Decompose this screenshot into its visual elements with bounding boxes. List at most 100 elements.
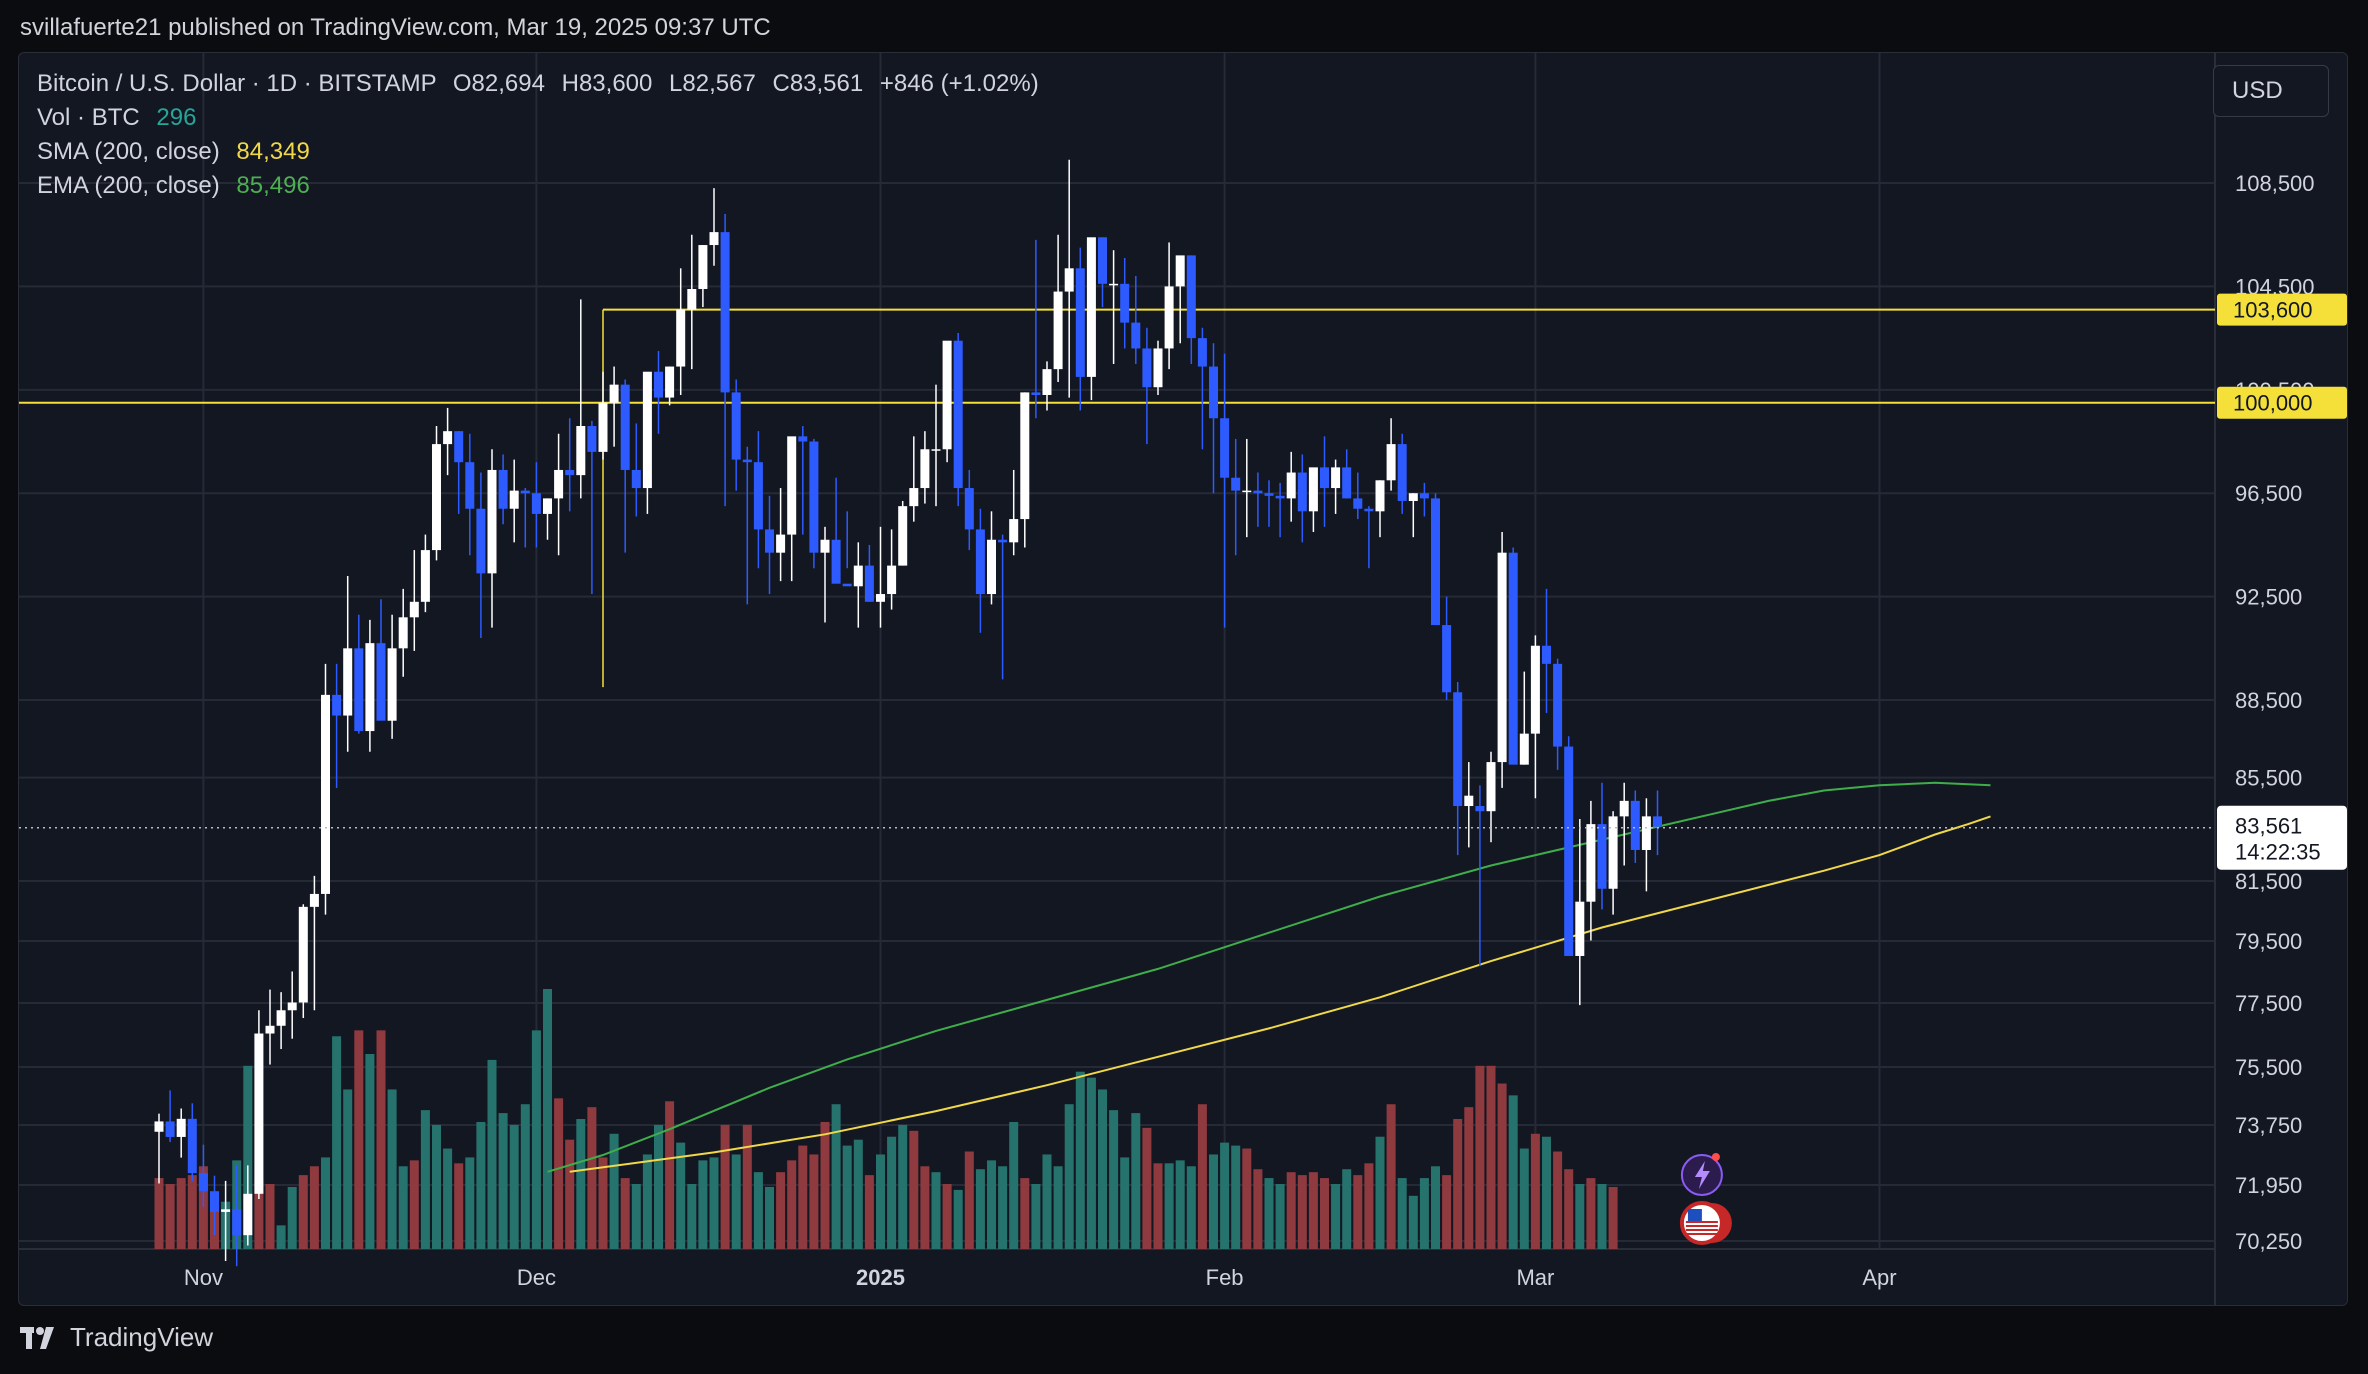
volume-bar [1231, 1145, 1241, 1249]
volume-bar [1098, 1089, 1107, 1249]
candlestick-chart[interactable]: 108,500104,500100,50096,50092,50088,5008… [19, 53, 2347, 1305]
candle-body [665, 366, 675, 398]
us-flag-stripe [1685, 1233, 1718, 1235]
volume-bar [831, 1104, 841, 1249]
candle-body [1242, 490, 1252, 493]
candle-body [587, 426, 597, 452]
volume-bar [975, 1169, 985, 1249]
volume-bar [365, 1054, 375, 1249]
volume-bar [1497, 1083, 1507, 1249]
legend-ema-row: EMA (200, close) 85,496 [37, 169, 1039, 203]
volume-bar [243, 1065, 253, 1249]
candle-body [1408, 493, 1418, 501]
volume-bar [742, 1124, 752, 1249]
volume-bar [1564, 1169, 1574, 1249]
candle-body [1142, 348, 1152, 388]
candle-body [609, 384, 619, 403]
ema-label[interactable]: EMA (200, close) [37, 172, 220, 199]
volume-bar [998, 1166, 1008, 1249]
volume-bar [1397, 1178, 1407, 1249]
candle-body [731, 392, 741, 460]
candle-body [953, 340, 963, 489]
currency-button[interactable]: USD [2213, 65, 2329, 117]
candle-body [1031, 392, 1041, 395]
price-tick-label: 75,500 [2235, 1055, 2302, 1080]
volume-bar [265, 1184, 275, 1249]
candle-body [420, 550, 430, 602]
volume-label[interactable]: Vol · BTC [37, 104, 140, 131]
volume-bar [520, 1104, 530, 1249]
candle-body [1264, 493, 1274, 496]
candle-body [354, 648, 364, 732]
candle-body [1098, 237, 1107, 284]
volume-bar [1320, 1178, 1329, 1249]
lightning-glyph [1694, 1161, 1710, 1189]
candle-body [1364, 508, 1374, 512]
legend-symbol-row: Bitcoin / U.S. Dollar · 1D · BITSTAMP O8… [37, 67, 1039, 101]
candle-body [942, 340, 952, 450]
volume-bar [1297, 1175, 1307, 1249]
volume-bar [1608, 1186, 1618, 1249]
candle-body [742, 459, 752, 463]
volume-bar [487, 1059, 497, 1249]
candle-body [1209, 366, 1218, 419]
candle-body [432, 444, 441, 551]
volume-bar [1331, 1184, 1341, 1249]
volume-bar [387, 1089, 397, 1249]
sma-label[interactable]: SMA (200, close) [37, 138, 220, 165]
volume-bar [587, 1107, 597, 1249]
sma-value: 84,349 [236, 138, 310, 165]
volume-bar [1353, 1175, 1363, 1249]
chart-panel[interactable]: 108,500104,500100,50096,50092,50088,5008… [18, 52, 2348, 1306]
candle-body [221, 1209, 231, 1212]
price-tick-label: 85,500 [2235, 766, 2302, 791]
volume-bar [276, 1225, 286, 1249]
volume-bar [1253, 1169, 1263, 1249]
volume-bar [1009, 1121, 1019, 1249]
candle-body [687, 288, 697, 310]
level-price-tag [2217, 386, 2347, 419]
candle-body [676, 309, 686, 367]
notification-dot [1711, 1153, 1720, 1161]
volume-bar [1164, 1163, 1174, 1249]
price-tick-label: 79,500 [2235, 929, 2302, 954]
candle-body [1353, 498, 1363, 509]
candle-body [620, 384, 630, 470]
volume-bar [154, 1178, 164, 1249]
volume-bar [1453, 1119, 1463, 1249]
volume-bar [776, 1172, 786, 1249]
candle-body [409, 601, 419, 618]
volume-bar [343, 1089, 353, 1249]
price-tick-label: 88,500 [2235, 688, 2302, 713]
volume-bar [1153, 1163, 1163, 1249]
footer-brand[interactable]: TradingView [20, 1322, 213, 1353]
candle-body [365, 643, 375, 732]
volume-bar [321, 1157, 330, 1249]
candle-body [1619, 800, 1629, 817]
volume-bar [531, 1030, 541, 1249]
candle-body [443, 431, 453, 445]
change-value: +846 (+1.02%) [879, 70, 1039, 97]
candle-body [1120, 283, 1130, 323]
candle-body [1419, 493, 1429, 499]
last-price-tag [2217, 805, 2347, 870]
sma-200-line [569, 815, 1991, 1173]
candle-body [864, 565, 874, 602]
candle-body [1231, 477, 1241, 491]
volume-bar [1242, 1148, 1252, 1249]
volume-bar [1075, 1071, 1085, 1249]
candle-body [1553, 663, 1563, 747]
us-flag-stripe [1685, 1229, 1718, 1231]
candle-body [1397, 444, 1407, 501]
volume-bar [1053, 1166, 1063, 1249]
candle-body [920, 449, 930, 489]
volume-bar [1419, 1178, 1429, 1249]
volume-bar [1042, 1154, 1052, 1249]
candle-body [876, 594, 885, 602]
volume-bar [1530, 1133, 1540, 1249]
candle-body [1320, 467, 1329, 489]
symbol-name[interactable]: Bitcoin / U.S. Dollar · 1D · BITSTAMP [37, 70, 437, 97]
candle-body [254, 1033, 264, 1194]
volume-bar [1553, 1151, 1563, 1249]
volume-bar [498, 1113, 508, 1249]
